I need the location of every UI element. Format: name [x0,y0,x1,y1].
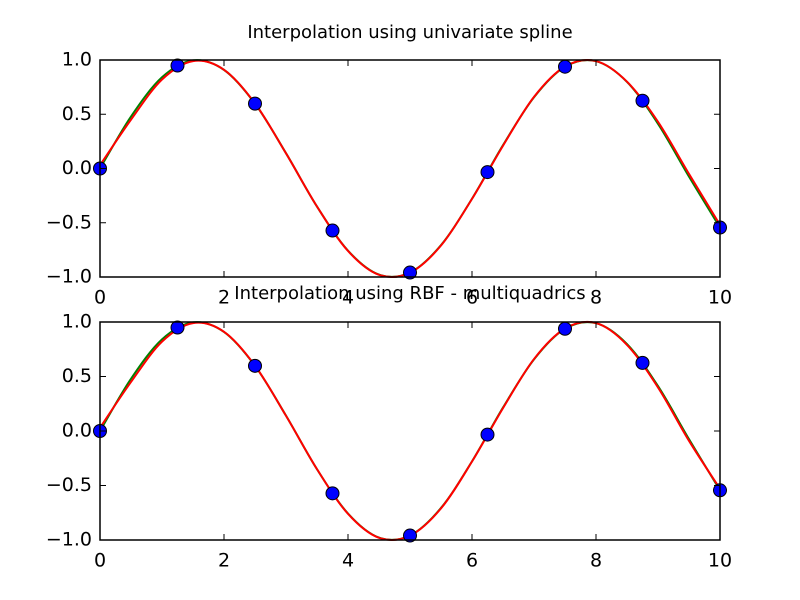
x-tick-label: 6 [466,550,478,572]
x-tick-label: 10 [708,550,732,572]
data-point [170,58,185,73]
data-point [248,358,262,373]
y-tick-label: −1.0 [46,266,92,288]
x-tick-label: 6 [466,287,478,309]
y-tick-label: 0.0 [62,157,92,179]
y-tick-label: −0.5 [46,211,92,233]
line [99,321,721,541]
data-point [558,59,572,74]
x-tick-label: 10 [708,287,732,309]
y-tick-label: −0.5 [46,474,92,496]
x-tick-label: 8 [590,550,602,572]
x-tick-label: 2 [218,287,230,309]
y-tick-label: 0.0 [62,420,92,442]
axes-frame [99,59,721,278]
x-tick-label: 0 [94,550,106,572]
x-tick-label: 2 [218,550,230,572]
line [99,320,721,542]
data-point [325,486,340,501]
chart-title: Interpolation using RBF - multiquadrics [234,283,585,304]
chart-title: Interpolation using univariate spline [247,22,572,43]
y-tick-label: −1.0 [46,529,92,551]
y-tick-label: 1.0 [62,311,92,333]
line [99,59,721,278]
y-tick-label: 0.5 [62,103,92,125]
x-tick-label: 4 [342,550,354,572]
data-point [480,165,495,180]
data-point [170,320,185,335]
data-point [635,93,650,108]
data-point [248,96,262,111]
x-tick-label: 4 [342,287,354,309]
data-point [325,223,340,238]
data-point [635,355,650,370]
x-tick-label: 8 [590,287,602,309]
y-tick-label: 0.5 [62,365,92,387]
data-point [403,265,417,280]
axes-frame [99,321,721,541]
data-point [558,321,572,336]
data-point [480,427,495,442]
data-point [403,528,417,543]
line [99,59,721,279]
y-tick-label: 1.0 [62,49,92,71]
x-tick-label: 0 [94,287,106,309]
